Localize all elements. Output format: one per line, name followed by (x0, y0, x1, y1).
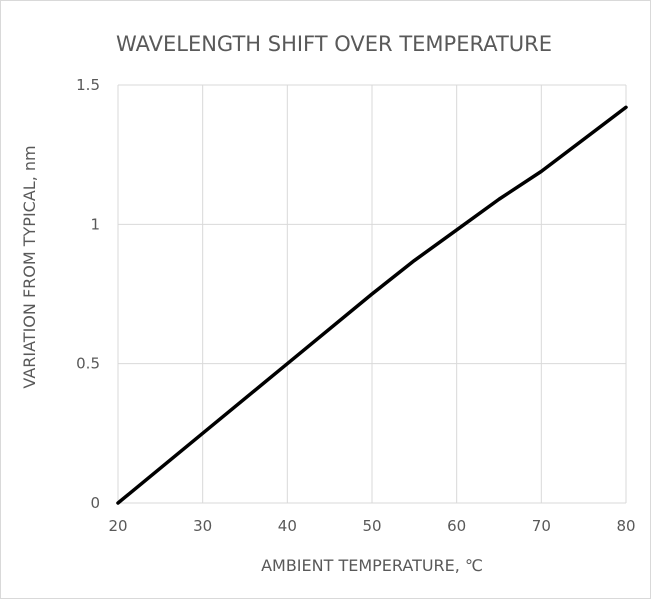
chart-title: WAVELENGTH SHIFT OVER TEMPERATURE (116, 32, 552, 56)
x-tick-label: 20 (108, 517, 127, 535)
series-line-0 (116, 105, 628, 505)
y-tick-label: 1 (90, 215, 100, 233)
y-tick-label: 0.5 (76, 355, 100, 373)
x-axis-title: AMBIENT TEMPERATURE, ℃ (261, 556, 483, 575)
series-layer (116, 105, 628, 505)
y-axis-title: VARIATION FROM TYPICAL, nm (20, 145, 39, 388)
tick-labels: 20 30 40 50 60 70 80 0 0.5 1 1.5 (76, 76, 635, 535)
x-tick-label: 40 (278, 517, 297, 535)
gridlines (117, 84, 627, 504)
y-tick-label: 0 (90, 494, 100, 512)
x-tick-label: 60 (447, 517, 466, 535)
x-tick-label: 70 (532, 517, 551, 535)
x-tick-label: 80 (616, 517, 635, 535)
x-tick-label: 50 (362, 517, 381, 535)
y-tick-label: 1.5 (76, 76, 100, 94)
x-tick-label: 30 (193, 517, 212, 535)
